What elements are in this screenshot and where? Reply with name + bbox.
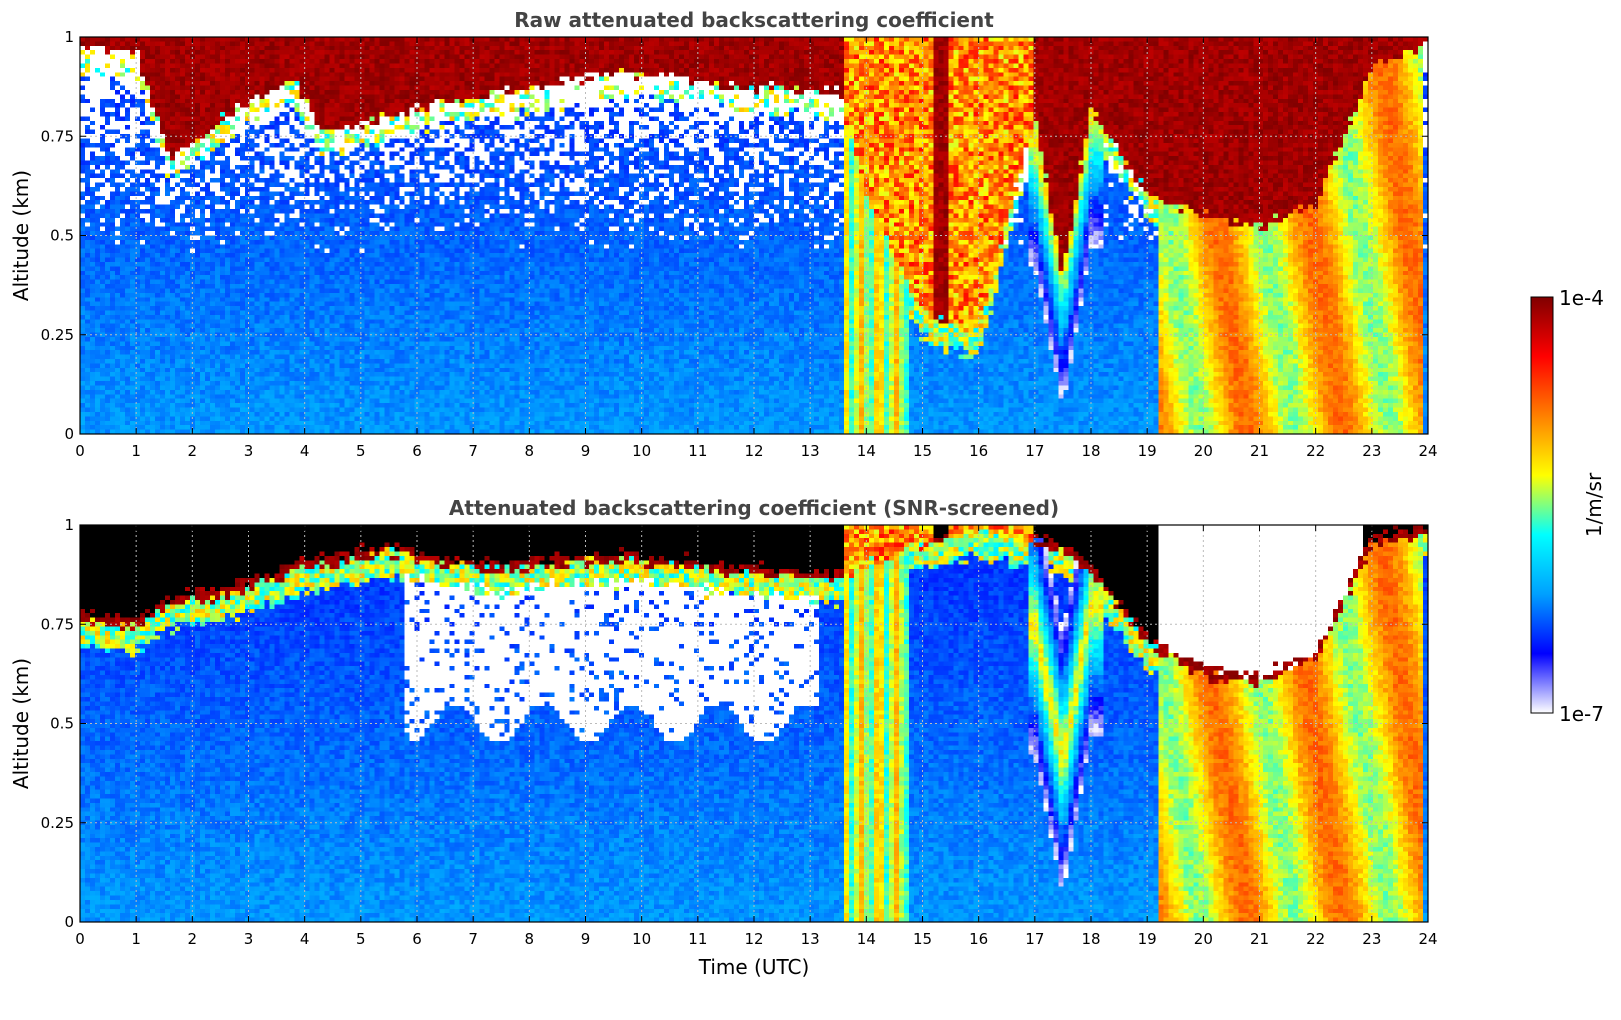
x-tick-label: 15 [913,442,932,460]
chart-title: Raw attenuated backscattering coefficien… [514,8,994,32]
colorbar-min-label: 1e-7 [1559,702,1604,726]
x-tick-label: 18 [1081,442,1100,460]
x-tick-label: 7 [468,442,478,460]
y-tick-label: 0.5 [50,715,74,733]
x-tick-label: 22 [1306,930,1325,948]
x-tick-label: 5 [356,442,366,460]
x-tick-label: 13 [801,930,820,948]
y-axis-label: Altitude (km) [9,658,33,789]
colorbar-label: 1/m/sr [1582,472,1606,537]
x-tick-label: 19 [1138,442,1157,460]
x-tick-label: 20 [1194,930,1213,948]
x-tick-label: 6 [412,442,422,460]
x-axis-label: Time (UTC) [698,955,810,979]
x-tick-label: 4 [300,930,310,948]
colorbar: 1e-4 1e-7 1/m/sr [1530,286,1606,726]
x-tick-label: 14 [857,930,876,948]
x-tick-label: 15 [913,930,932,948]
x-tick-label: 17 [1025,442,1044,460]
y-tick-label: 0 [64,913,74,931]
x-tick-label: 12 [744,930,763,948]
x-tick-label: 24 [1418,930,1437,948]
x-tick-label: 14 [857,442,876,460]
panel-2: 0 1 2 3 4 5 6 7 8 9 10 11 12 13 14 15 16 17 18 19 20 21 22 23 24… [9,496,1438,979]
x-tick-label: 10 [632,442,651,460]
x-tick-label: 2 [188,930,198,948]
x-tick-label: 11 [688,442,707,460]
x-tick-label: 8 [525,442,535,460]
x-tick-label: 16 [969,930,988,948]
x-tick-label: 20 [1194,442,1213,460]
x-tick-label: 7 [468,930,478,948]
x-tick-label: 19 [1138,930,1157,948]
y-tick-label: 0.75 [41,615,74,633]
x-tick-label: 3 [244,930,254,948]
x-tick-label: 0 [75,442,85,460]
x-tick-label: 6 [412,930,422,948]
x-tick-label: 4 [300,442,310,460]
x-tick-label: 0 [75,930,85,948]
x-tick-label: 24 [1418,442,1437,460]
y-tick-label: 1 [64,516,74,534]
x-tick-label: 1 [131,442,141,460]
x-tick-label: 21 [1250,930,1269,948]
y-tick-label: 0 [64,425,74,443]
x-tick-label: 16 [969,442,988,460]
x-tick-label: 17 [1025,930,1044,948]
y-tick-label: 0.25 [41,326,74,344]
panel-1: 0 1 2 3 4 5 6 7 8 9 10 11 12 13 14 15 16 17 18 19 20 21 22 23 24… [9,8,1438,460]
y-tick-label: 1 [64,28,74,46]
x-tick-label: 23 [1362,930,1381,948]
x-tick-label: 3 [244,442,254,460]
x-tick-label: 5 [356,930,366,948]
x-tick-label: 10 [632,930,651,948]
x-tick-label: 2 [188,442,198,460]
colorbar-max-label: 1e-4 [1559,286,1604,310]
x-tick-label: 12 [744,442,763,460]
x-tick-label: 9 [581,930,591,948]
chart-title: Attenuated backscattering coefficient (S… [449,496,1059,520]
y-tick-label: 0.5 [50,227,74,245]
x-tick-label: 18 [1081,930,1100,948]
x-tick-label: 21 [1250,442,1269,460]
x-tick-label: 9 [581,442,591,460]
x-tick-label: 23 [1362,442,1381,460]
x-tick-label: 11 [688,930,707,948]
x-tick-label: 1 [131,930,141,948]
y-tick-label: 0.25 [41,814,74,832]
colorbar-gradient [1530,296,1554,714]
x-tick-label: 22 [1306,442,1325,460]
x-tick-label: 13 [801,442,820,460]
y-axis-label: Altitude (km) [9,170,33,301]
x-tick-label: 8 [525,930,535,948]
y-tick-label: 0.75 [41,127,74,145]
